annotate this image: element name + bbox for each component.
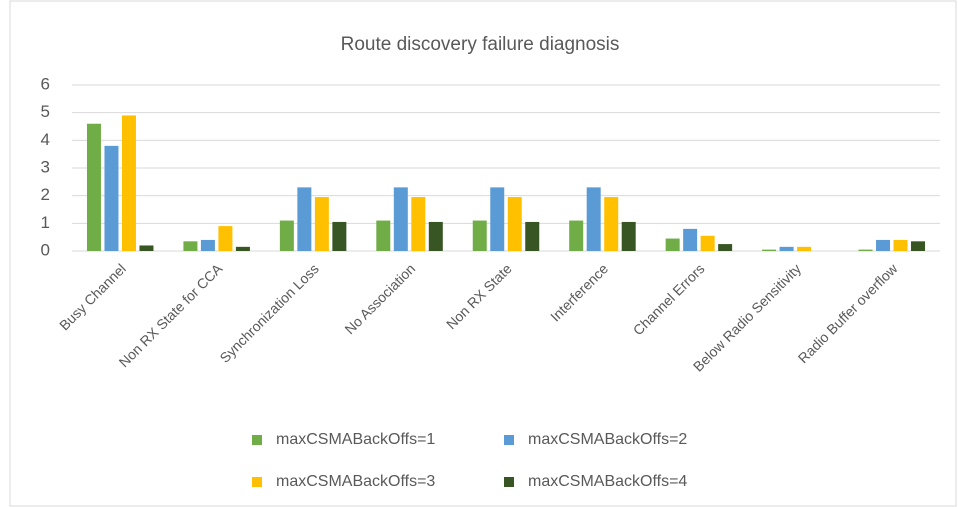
bar (376, 220, 391, 251)
bar (490, 187, 505, 251)
bar (876, 239, 891, 251)
bar (604, 197, 619, 251)
legend-swatch (504, 435, 514, 445)
bar (569, 220, 584, 251)
bar (314, 197, 329, 251)
bar (797, 246, 812, 251)
y-tick-label: 3 (41, 157, 50, 176)
bar (86, 123, 101, 251)
bar (297, 187, 312, 251)
chart-title: Route discovery failure diagnosis (341, 34, 620, 55)
legend-label: maxCSMABackOffs=2 (528, 431, 687, 448)
bar (332, 221, 347, 251)
bar (911, 241, 926, 251)
legend-swatch (252, 477, 262, 487)
bar (762, 249, 777, 251)
bar (700, 235, 715, 251)
bar (428, 221, 443, 251)
bar (279, 220, 294, 251)
bar (411, 197, 426, 251)
bar (779, 246, 794, 251)
bar (718, 244, 733, 251)
bar (525, 221, 540, 251)
legend-label: maxCSMABackOffs=3 (276, 473, 435, 490)
bar (139, 245, 154, 251)
chart-border (9, 0, 957, 507)
legend-label: maxCSMABackOffs=1 (276, 431, 435, 448)
bar (183, 241, 198, 251)
bar (621, 221, 636, 251)
bar (507, 197, 522, 251)
bar (235, 246, 250, 251)
bar (218, 226, 233, 251)
y-tick-label: 1 (41, 213, 50, 232)
y-tick-label: 2 (41, 185, 50, 204)
bar (893, 239, 908, 251)
bar (586, 187, 601, 251)
bar (683, 228, 698, 251)
bar (104, 145, 119, 251)
y-tick-label: 0 (41, 240, 50, 259)
bar (121, 115, 136, 251)
bar (200, 239, 215, 251)
bar (665, 238, 680, 251)
legend-label: maxCSMABackOffs=4 (528, 473, 687, 490)
bar (858, 249, 873, 251)
legend-swatch (252, 435, 262, 445)
bar (393, 187, 408, 251)
bar (472, 220, 487, 251)
legend-swatch (504, 477, 514, 487)
y-tick-label: 6 (41, 74, 50, 93)
y-tick-label: 5 (41, 102, 50, 121)
y-tick-label: 4 (41, 130, 50, 149)
